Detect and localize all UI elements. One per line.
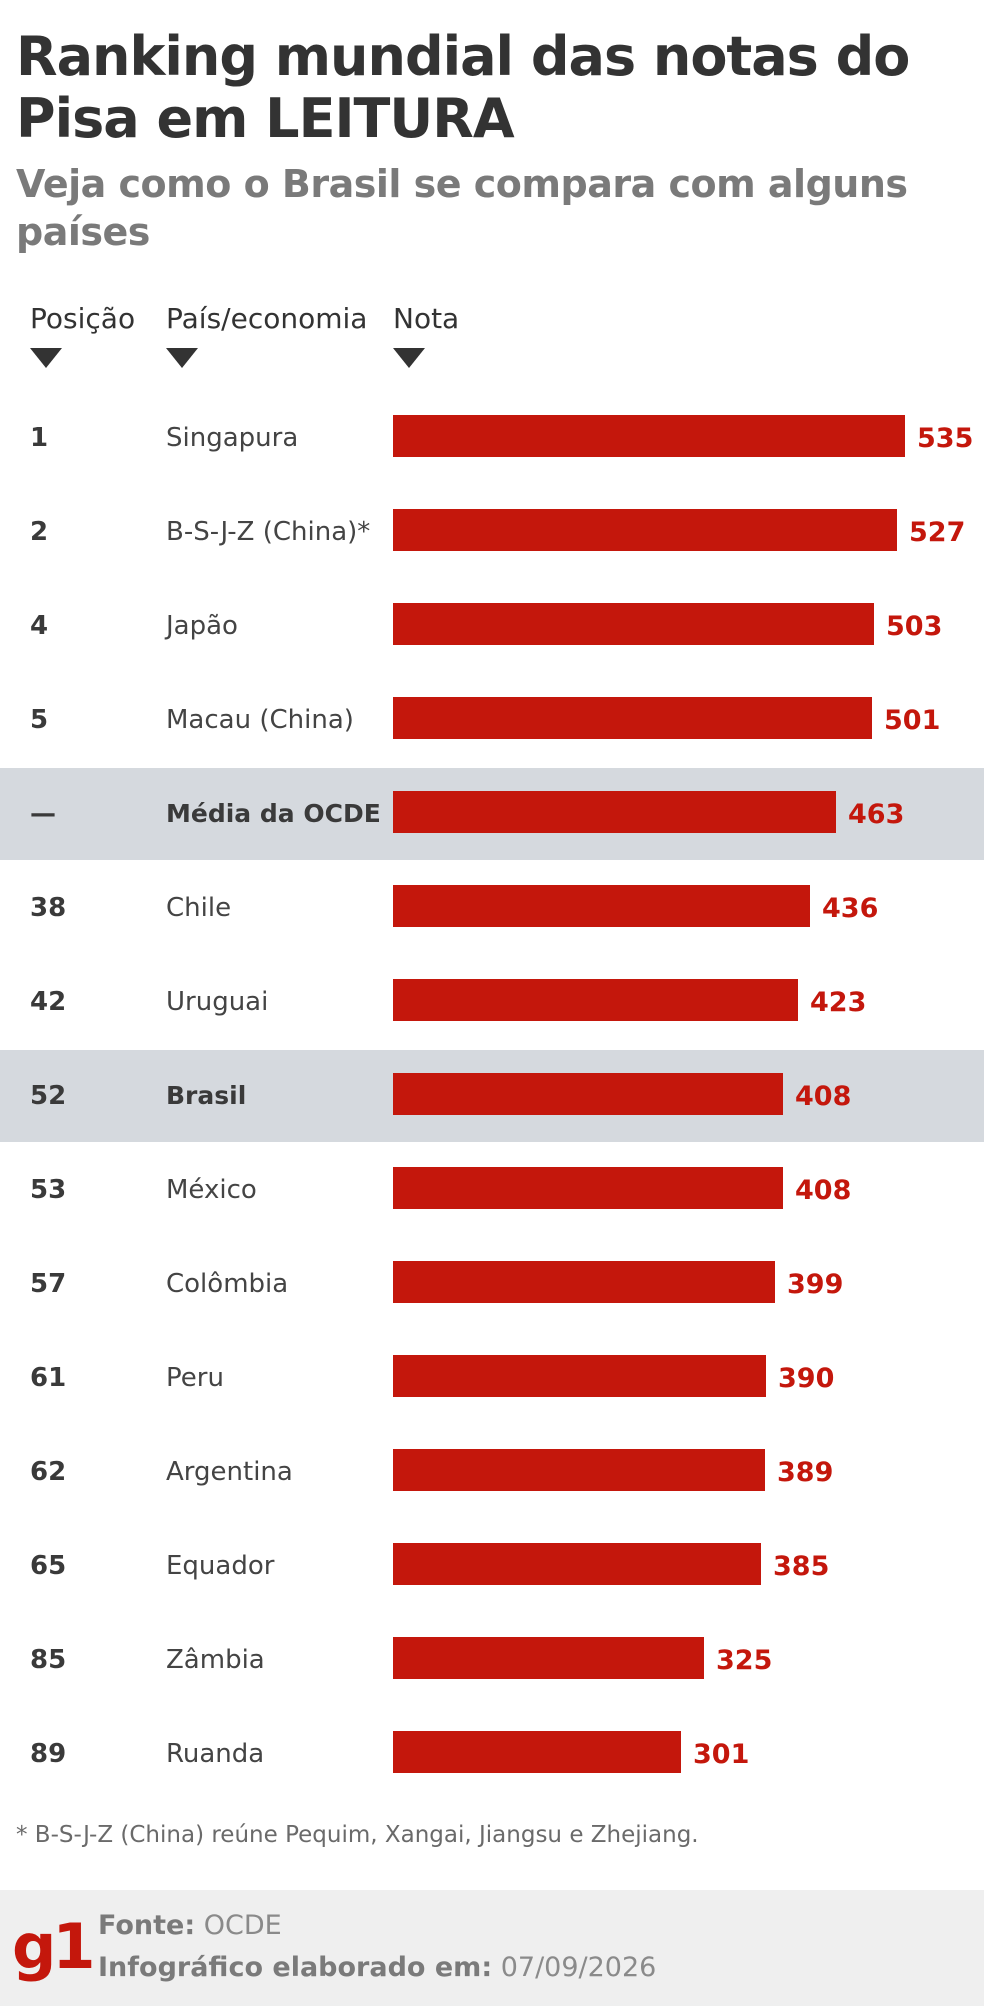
table-row: 85 Zâmbia bbox=[0, 1613, 984, 1707]
rank-position: 2 bbox=[30, 517, 49, 547]
country-name: Colômbia bbox=[166, 1269, 289, 1299]
table-row: 2 B-S-J-Z (China)* bbox=[0, 485, 984, 579]
country-name: Argentina bbox=[166, 1457, 293, 1487]
bar bbox=[393, 885, 810, 927]
sort-down-triangle-icon bbox=[393, 348, 425, 368]
source-line: Fonte: OCDE bbox=[98, 1910, 282, 1941]
rank-position: 57 bbox=[30, 1269, 67, 1299]
bar bbox=[393, 1731, 681, 1773]
column-header-country: País/economia bbox=[166, 302, 368, 335]
country-name: Brasil bbox=[166, 1081, 247, 1110]
made-on-value: 07/09/2026 bbox=[500, 1952, 657, 1983]
country-name: Média da OCDE bbox=[166, 799, 381, 828]
value-label: 527 bbox=[909, 517, 965, 548]
country-name: Chile bbox=[166, 893, 232, 923]
rank-position: 65 bbox=[30, 1551, 67, 1581]
sort-down-triangle-icon bbox=[166, 348, 198, 368]
rank-position: 42 bbox=[30, 987, 67, 1017]
country-name: B-S-J-Z (China)* bbox=[166, 517, 371, 547]
country-name: Japão bbox=[166, 611, 238, 641]
value-label: 325 bbox=[716, 1645, 772, 1676]
rank-position: 4 bbox=[30, 611, 49, 641]
rank-position: 1 bbox=[30, 423, 49, 453]
value-label: 390 bbox=[778, 1363, 834, 1394]
column-header-position: Posição bbox=[30, 302, 136, 335]
country-name: Singapura bbox=[166, 423, 299, 453]
rank-position: 5 bbox=[30, 705, 49, 735]
value-label: 423 bbox=[810, 987, 866, 1018]
source-label: Fonte: bbox=[98, 1910, 196, 1941]
rank-position: 38 bbox=[30, 893, 67, 923]
source-value: OCDE bbox=[203, 1910, 282, 1941]
table-row: 61 Peru bbox=[0, 1331, 984, 1425]
value-label: 408 bbox=[795, 1175, 851, 1206]
value-label: 389 bbox=[777, 1457, 833, 1488]
bar bbox=[393, 1167, 783, 1209]
value-label: 463 bbox=[848, 799, 904, 830]
rank-position: 53 bbox=[30, 1175, 67, 1205]
bar bbox=[393, 509, 897, 551]
table-row: 62 Argentina bbox=[0, 1425, 984, 1519]
country-name: Equador bbox=[166, 1551, 275, 1581]
bar bbox=[393, 1355, 766, 1397]
made-on-line: Infográfico elaborado em: 07/09/2026 bbox=[98, 1952, 656, 1983]
table-row: 1 Singapura bbox=[0, 391, 984, 485]
bar bbox=[393, 1637, 704, 1679]
made-on-label: Infográfico elaborado em: bbox=[98, 1952, 493, 1983]
rank-position: — bbox=[30, 799, 56, 829]
page-subtitle: Veja como o Brasil se compara com alguns… bbox=[16, 162, 908, 254]
footer: g1 Fonte: OCDE Infográfico elaborado em:… bbox=[0, 1890, 984, 2006]
country-name: Uruguai bbox=[166, 987, 269, 1017]
table-row: 65 Equador bbox=[0, 1519, 984, 1613]
value-label: 301 bbox=[693, 1739, 749, 1770]
table-row: 4 Japão bbox=[0, 579, 984, 673]
value-label: 503 bbox=[886, 611, 942, 642]
country-name: Macau (China) bbox=[166, 705, 354, 735]
bar bbox=[393, 697, 872, 739]
country-name: México bbox=[166, 1175, 257, 1205]
rank-position: 52 bbox=[30, 1081, 67, 1111]
bar bbox=[393, 791, 836, 833]
value-label: 436 bbox=[822, 893, 878, 924]
page-title: Ranking mundial das notas do Pisa em LEI… bbox=[16, 25, 910, 150]
table-row: 38 Chile bbox=[0, 861, 984, 955]
table-row: — Média da OCDE bbox=[0, 767, 984, 861]
bar bbox=[393, 1073, 783, 1115]
rank-position: 85 bbox=[30, 1645, 67, 1675]
table-row: 5 Macau (China) bbox=[0, 673, 984, 767]
table-row: 53 México bbox=[0, 1143, 984, 1237]
value-label: 399 bbox=[787, 1269, 843, 1300]
rank-position: 62 bbox=[30, 1457, 67, 1487]
bar bbox=[393, 979, 798, 1021]
table-row: 57 Colômbia bbox=[0, 1237, 984, 1331]
country-name: Peru bbox=[166, 1363, 224, 1393]
value-label: 535 bbox=[917, 423, 973, 454]
footnote: * B-S-J-Z (China) reúne Pequim, Xangai, … bbox=[16, 1822, 699, 1848]
sort-down-triangle-icon bbox=[30, 348, 62, 368]
rank-position: 61 bbox=[30, 1363, 67, 1393]
bar-chart: 535 527 503 501 463 436 423 408 408 399 390 389 385 3… bbox=[393, 415, 973, 1773]
country-name: Zâmbia bbox=[166, 1645, 265, 1675]
value-label: 385 bbox=[773, 1551, 829, 1582]
country-name: Ruanda bbox=[166, 1739, 265, 1769]
bar bbox=[393, 415, 905, 457]
table-row: 52 Brasil bbox=[0, 1049, 984, 1143]
column-header-score: Nota bbox=[393, 302, 460, 335]
bar bbox=[393, 1261, 775, 1303]
bar bbox=[393, 1543, 761, 1585]
value-label: 501 bbox=[884, 705, 940, 736]
rank-position: 89 bbox=[30, 1739, 67, 1769]
table-row: 89 Ruanda bbox=[0, 1707, 984, 1801]
g1-logo: g1 bbox=[12, 1910, 96, 1983]
table-row: 42 Uruguai bbox=[0, 955, 984, 1049]
bar bbox=[393, 1449, 765, 1491]
bar bbox=[393, 603, 874, 645]
value-label: 408 bbox=[795, 1081, 851, 1112]
